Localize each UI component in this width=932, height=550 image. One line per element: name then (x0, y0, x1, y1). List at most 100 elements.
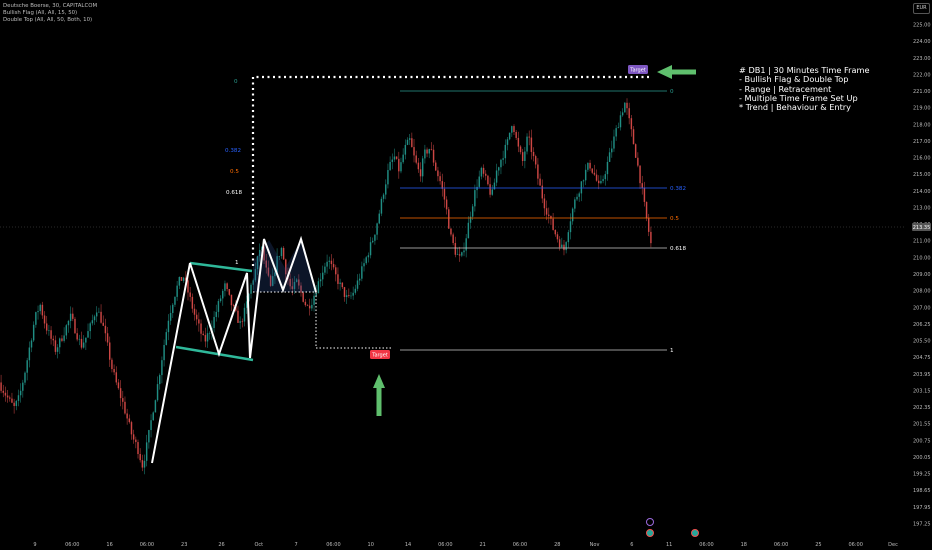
candle-body (467, 222, 470, 239)
candle-body (484, 173, 487, 176)
candle-body (430, 149, 433, 150)
candle-body (113, 369, 115, 373)
price-axis-tick: 197.95 (913, 505, 931, 511)
candle-body (265, 260, 267, 268)
candle-body (321, 272, 324, 280)
candle-body (335, 267, 337, 275)
candle-body (600, 181, 602, 184)
price-axis-tick: 213.00 (913, 205, 931, 211)
currency-button[interactable]: EUR (913, 3, 930, 14)
candle-body (65, 325, 68, 336)
candle-body (24, 372, 26, 383)
candle-body (37, 311, 39, 313)
time-axis-tick: 25 (815, 542, 821, 548)
candle-body (597, 180, 600, 184)
legend-indicator-bullish-flag[interactable]: Bullish Flag (All, All, 15, 50) (3, 10, 78, 16)
candle-body (100, 311, 102, 323)
candle-body (13, 402, 15, 407)
price-axis-tick: 198.65 (913, 488, 931, 494)
candle-body (524, 151, 526, 161)
candle-body (154, 400, 157, 413)
price-axis[interactable]: 225.00 224.00 223.00 222.00 221.00 219.00 218.… (913, 23, 931, 528)
candle-body (493, 182, 496, 190)
candle-body (185, 277, 187, 281)
candle-body (137, 442, 139, 455)
candle-body (569, 221, 572, 233)
candle-body (634, 144, 637, 158)
time-axis-tick: 7 (295, 542, 298, 548)
candle-body (98, 311, 100, 313)
event-marker-icon[interactable] (691, 529, 699, 537)
legend-indicator-double-top[interactable]: Double Top (All, All, 50, Both, 10) (3, 17, 93, 23)
candle-body (554, 229, 557, 235)
candle-body (328, 260, 331, 262)
candle-body (324, 266, 326, 273)
candle-body (241, 321, 244, 322)
candle-body (545, 208, 548, 215)
candle-body (126, 413, 128, 419)
candle-body (63, 335, 65, 341)
candle-body (611, 148, 613, 153)
candle-body (115, 372, 118, 383)
candle-body (178, 277, 181, 286)
candle-body (378, 213, 381, 224)
price-axis-tick: 216.00 (913, 156, 931, 162)
candle-body (511, 126, 513, 133)
price-axis-tick: 218.00 (913, 122, 931, 128)
candle-body (202, 333, 204, 336)
price-axis-tick: 225.00 (913, 23, 931, 29)
candle-body (313, 295, 315, 305)
candle-body (30, 340, 33, 348)
candle-body (85, 337, 87, 343)
candle-body (408, 138, 411, 140)
candle-body (302, 292, 304, 302)
candle-body (502, 158, 504, 160)
candle-body (528, 136, 530, 138)
candle-body (148, 430, 150, 443)
candle-body (2, 390, 5, 393)
price-axis-tick: 200.75 (913, 438, 931, 444)
candle-body (534, 156, 537, 165)
time-axis-tick: 6 (630, 542, 633, 548)
event-marker-icon[interactable] (646, 518, 654, 526)
candle-body (593, 172, 596, 175)
candle-body (213, 316, 215, 328)
candle-body (182, 277, 185, 281)
candle-body (119, 388, 122, 399)
candle-body (308, 305, 311, 309)
candle-body (650, 231, 652, 244)
target-bottom-arrow-icon (373, 374, 385, 416)
candle-body (208, 333, 211, 334)
note-line: - Multiple Time Frame Set Up (739, 92, 858, 103)
legend-symbol[interactable]: Deutsche Boerse, 30, CAPITALCOM (3, 3, 98, 9)
candle-body (367, 255, 370, 258)
price-axis-tick: 205.50 (913, 339, 931, 345)
candle-body (630, 118, 633, 130)
candle-body (15, 400, 18, 407)
candle-body (291, 286, 294, 289)
time-axis[interactable]: 9 06:00 16 06:00 23 26 Oct 7 06:00 10 14 06:00 21 06:… (33, 542, 898, 548)
candle-body (311, 304, 313, 309)
candle-body (465, 238, 467, 251)
time-axis-tick: 14 (405, 542, 411, 548)
event-marker-icon[interactable] (646, 529, 654, 537)
candle-body (385, 184, 387, 195)
candle-body (458, 254, 461, 256)
price-axis-tick: 197.25 (913, 522, 931, 528)
fib-right-0: 0 (670, 89, 674, 95)
candle-body (117, 382, 120, 389)
candle-body (426, 149, 428, 154)
candle-body (258, 249, 261, 257)
candle-body (215, 311, 218, 317)
candle-body (639, 165, 641, 184)
bullish-flag-pattern (151, 75, 651, 464)
candle-body (452, 234, 454, 244)
candle-body (263, 246, 265, 261)
candle-body (513, 126, 515, 133)
candle-body (578, 193, 580, 197)
candle-body (382, 194, 385, 199)
candle-body (69, 313, 72, 321)
price-axis-tick: 219.00 (913, 106, 931, 112)
time-axis-tick: 26 (218, 542, 224, 548)
